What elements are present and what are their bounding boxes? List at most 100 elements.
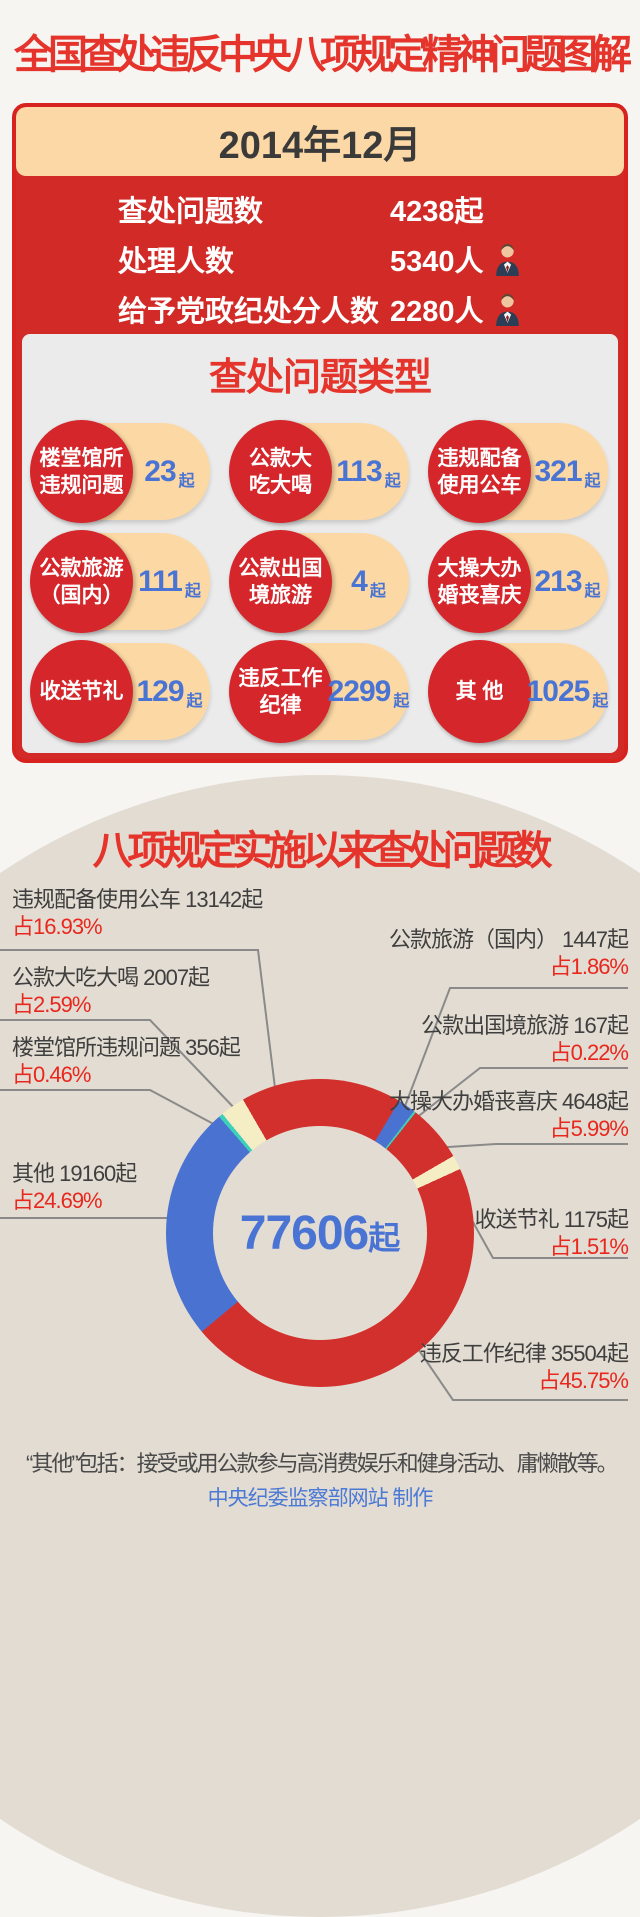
problem-type-pill: 公款出国 境旅游 4 起 (229, 530, 409, 633)
chart-label-pct: 占1.51% (549, 1234, 629, 1259)
chart-label-pct: 占5.99% (549, 1116, 629, 1141)
problem-type-circle: 公款大 吃大喝 (229, 420, 332, 523)
problem-type-label-line2: 违规问题 (39, 473, 124, 497)
problem-type-label-line2: 纪律 (259, 693, 302, 717)
stat-label: 给予党政纪处分人数 (118, 296, 380, 328)
problem-type-circle: 违反工作 纪律 (229, 640, 332, 743)
chart-label-travel-abroad: 公款出国境旅游 167起 占0.22% (208, 1012, 629, 1066)
stat-label: 处理人数 (118, 246, 235, 278)
chart-label-travel-domestic: 公款旅游（国内） 1447起 占1.86% (208, 926, 629, 980)
chart-label-pct: 占1.86% (549, 954, 629, 979)
credit-line: 中央纪委监察部网站 制作 (207, 1487, 434, 1510)
problem-type-count: 2299 (327, 674, 392, 708)
problem-type-label-line1: 其 他 (455, 680, 504, 703)
chart-label-weddings: 大操大办婚丧喜庆 4648起 占5.99% (208, 1088, 629, 1142)
donut-total: 77606 起 (240, 1206, 401, 1261)
problem-type-label-line2: 吃大喝 (249, 473, 312, 497)
stat-value: 4238起 (390, 196, 484, 228)
problem-type-value: 2299 起 (328, 643, 410, 740)
problem-type-value: 129 起 (133, 643, 206, 740)
problem-type-count: 213 (534, 564, 582, 598)
problem-type-pill: 收送节礼 129 起 (30, 640, 210, 743)
problem-type-unit: 起 (592, 692, 609, 710)
problem-type-pill: 公款旅游 （国内） 111 起 (30, 530, 210, 633)
chart-label-text: 公款出国境旅游 167起 (421, 1013, 629, 1038)
problem-type-circle: 违规配备 使用公车 (428, 420, 531, 523)
problem-type-value: 111 起 (133, 533, 206, 630)
problem-type-pill: 其 他 1025 起 (428, 640, 609, 743)
problem-type-unit: 起 (184, 582, 201, 600)
stat-row-people-handled: 处理人数 5340人 (118, 236, 624, 282)
problem-type-count: 111 (138, 564, 183, 598)
infographic-page: { "page": { "title": "全国查处违反中央八项规定精神问题图解… (0, 33, 640, 1917)
problem-type-unit: 起 (584, 582, 601, 600)
chart-label-pct: 占16.93% (12, 914, 103, 939)
problem-type-unit: 起 (393, 692, 410, 710)
problem-type-label-line1: 公款出国 (238, 556, 323, 580)
stat-row-problems: 查处问题数 4238起 (118, 186, 624, 232)
problem-type-count: 23 (144, 454, 176, 488)
donut-chart: 77606 起 (166, 1079, 474, 1387)
chart-label-text: 收送节礼 1175起 (474, 1207, 629, 1232)
monthly-stats: 查处问题数 4238起 处理人数 5340人 给予党政纪处分人数 2280人 (16, 176, 624, 334)
problem-type-label-line1: 楼堂馆所 (39, 446, 124, 470)
problem-type-label-line2: 婚丧喜庆 (437, 583, 522, 607)
chart-label-text: 其他 19160起 (12, 1161, 137, 1186)
problem-type-count: 129 (136, 674, 184, 708)
monthly-period-header: 2014年12月 (16, 107, 624, 176)
problem-type-circle: 公款旅游 （国内） (30, 530, 133, 633)
monthly-card: 2014年12月 查处问题数 4238起 处理人数 5340人 给予党政纪处分人… (12, 103, 628, 763)
problem-type-label-line1: 公款大 (249, 446, 312, 470)
problem-type-value: 213 起 (531, 533, 604, 630)
problem-types-title: 查处问题类型 (208, 357, 432, 399)
problem-type-circle: 大操大办 婚丧喜庆 (428, 530, 531, 633)
footnote: “其他”包括：接受或用公款参与高消费娱乐和健身活动、庸懒散等。 (26, 1451, 619, 1476)
problem-type-circle: 楼堂馆所 违规问题 (30, 420, 133, 523)
stat-label: 查处问题数 (118, 196, 264, 228)
problem-type-label-line1: 大操大办 (437, 556, 522, 580)
chart-label-text: 公款大吃大喝 2007起 (12, 965, 210, 990)
problem-type-count: 113 (336, 454, 382, 488)
problem-type-unit: 起 (369, 582, 386, 600)
problem-type-value: 321 起 (531, 423, 604, 520)
stat-value: 5340人 (390, 246, 484, 278)
problem-type-unit: 起 (384, 472, 401, 490)
problem-type-pill: 大操大办 婚丧喜庆 213 起 (428, 530, 608, 633)
donut-hole: 77606 起 (213, 1126, 427, 1340)
problem-type-pill: 楼堂馆所 违规问题 23 起 (30, 420, 210, 523)
problem-type-unit: 起 (584, 472, 601, 490)
stat-value: 2280人 (390, 296, 484, 328)
problem-type-value: 23 起 (133, 423, 206, 520)
chart-label-text: 违反工作纪律 35504起 (419, 1341, 629, 1366)
problem-type-unit: 起 (186, 692, 203, 710)
chart-label-discipline: 违反工作纪律 35504起 占45.75% (208, 1340, 629, 1394)
person-icon (494, 243, 521, 276)
chart-label-pct: 占0.46% (12, 1062, 91, 1087)
stat-row-people-disciplined: 给予党政纪处分人数 2280人 (118, 286, 624, 332)
problem-type-count: 321 (534, 454, 582, 488)
problem-types-panel: 查处问题类型 楼堂馆所 违规问题 23 起公款大 吃大喝 113 起违规配备 使用公车 321 起… (22, 334, 618, 753)
problem-type-label-line1: 公款旅游 (39, 556, 124, 580)
page-title: 全国查处违反中央八项规定精神问题图解 (14, 33, 632, 77)
problem-type-unit: 起 (178, 472, 195, 490)
person-icon (494, 293, 521, 326)
problem-type-label-line2: 使用公车 (437, 473, 522, 497)
donut-total-unit: 起 (368, 1219, 401, 1256)
problem-type-circle: 公款出国 境旅游 (229, 530, 332, 633)
chart-label-pct: 占2.59% (12, 992, 91, 1017)
chart-label-text: 违规配备使用公车 13142起 (12, 887, 263, 912)
chart-label-pct: 占0.22% (549, 1040, 629, 1065)
donut-total-value: 77606 (239, 1206, 369, 1260)
problem-type-label-line1: 违反工作 (238, 666, 323, 690)
chart-label-pct: 占24.69% (12, 1188, 103, 1213)
chart-label-text: 公款旅游（国内） 1447起 (388, 927, 629, 952)
problem-type-pill: 公款大 吃大喝 113 起 (229, 420, 409, 523)
problem-type-pill: 违反工作 纪律 2299 起 (229, 640, 410, 743)
chart-label-car: 违规配备使用公车 13142起 占16.93% (12, 886, 432, 940)
problem-type-label-line1: 违规配备 (437, 446, 522, 470)
chart-label-pct: 占45.75% (538, 1368, 629, 1393)
problem-type-pill: 违规配备 使用公车 321 起 (428, 420, 608, 523)
chart-label-text: 楼堂馆所违规问题 356起 (12, 1035, 241, 1060)
problem-type-count: 1025 (526, 674, 591, 708)
